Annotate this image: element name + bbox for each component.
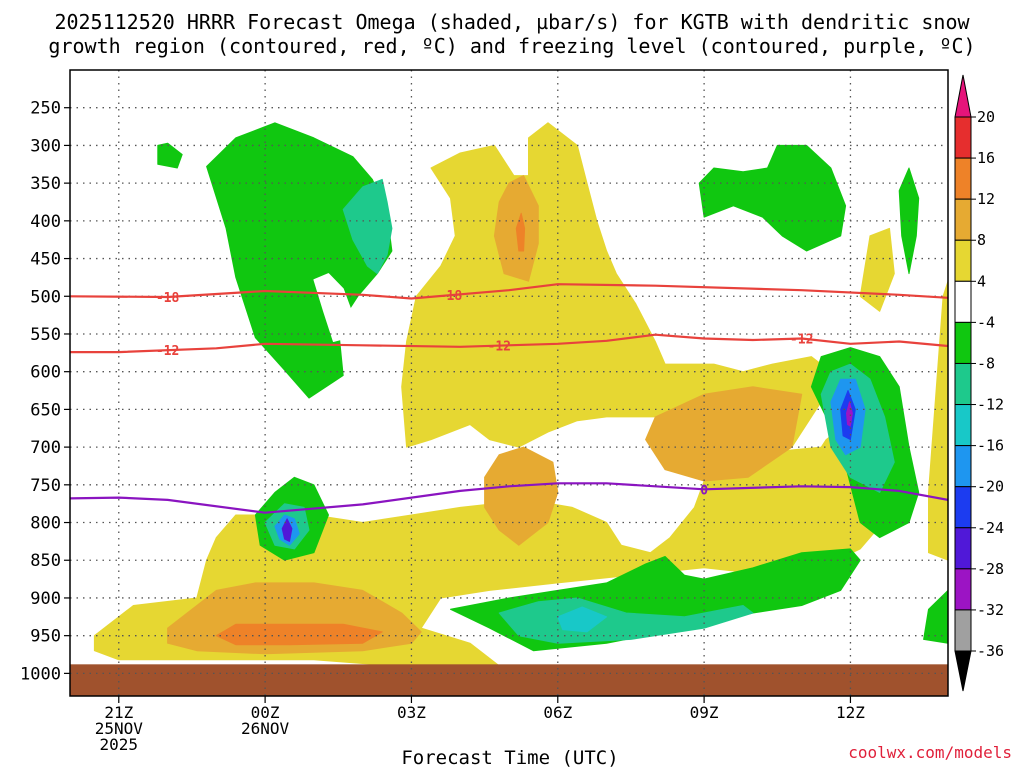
omega-region-small-green — [158, 143, 182, 168]
y-tick-label-550: 550 — [30, 325, 61, 345]
colorbar-label-11: -28 — [977, 560, 1004, 578]
dgz-minus-18-label-1: -18 — [439, 289, 463, 304]
colorbar: 20 16 12 8 4 -4 -8 -12 -16 -20 -24 -28 -32 -36 — [955, 75, 1004, 691]
omega-region-yellow-edge-right — [929, 281, 949, 560]
colorbar-band-12 — [955, 610, 971, 651]
x-tick-label-6-0: 03Z — [397, 703, 426, 722]
x-axis-label: Forecast Time (UTC) — [401, 747, 618, 768]
omega-region-red-base — [216, 624, 382, 644]
y-tick-label-950: 950 — [30, 627, 61, 647]
colorbar-label-1: 16 — [977, 149, 995, 167]
y-tick-label-700: 700 — [30, 438, 61, 458]
colorbar-band-5 — [955, 322, 971, 363]
colorbar-label-6: -8 — [977, 354, 995, 372]
colorbar-label-8: -16 — [977, 437, 1004, 455]
y-tick-label-450: 450 — [30, 250, 61, 270]
freezing-level-0-label-0: 0 — [700, 483, 708, 498]
x-tick-label-15-0: 12Z — [836, 703, 865, 722]
ground-fill — [70, 664, 948, 696]
y-axis-ticks: 250 300 350 400 450 500 550 600 650 700 750 800 850 9… — [20, 99, 70, 685]
colorbar-band-1 — [955, 158, 971, 199]
colorbar-band-0 — [955, 117, 971, 158]
colorbar-band-7 — [955, 405, 971, 446]
colorbar-bottom-arrow — [955, 651, 971, 691]
dgz-minus-12-label-1: -12 — [488, 340, 511, 355]
y-tick-label-500: 500 — [30, 287, 61, 307]
colorbar-band-6 — [955, 363, 971, 404]
y-tick-label-250: 250 — [30, 99, 61, 119]
ground-layer — [70, 664, 948, 696]
y-tick-label-900: 900 — [30, 589, 61, 609]
x-tick-label-9-0: 06Z — [543, 703, 572, 722]
credit-text: coolwx.com/models — [848, 743, 1012, 762]
dgz-minus-12-label-0: -12 — [156, 344, 179, 359]
colorbar-label-4: 4 — [977, 272, 986, 290]
omega-shaded-regions — [94, 123, 948, 674]
dgz-minus-18-label-0: -18 — [156, 291, 180, 306]
omega-region-yellow-sliver-right — [860, 228, 894, 311]
omega-time-height-chart: 2025112520 HRRR Forecast Omega (shaded, … — [0, 0, 1024, 768]
y-tick-label-350: 350 — [30, 174, 61, 194]
colorbar-label-12: -32 — [977, 601, 1004, 619]
colorbar-band-8 — [955, 446, 971, 487]
colorbar-band-9 — [955, 487, 971, 528]
colorbar-band-11 — [955, 569, 971, 610]
y-tick-label-850: 850 — [30, 551, 61, 571]
y-tick-label-600: 600 — [30, 363, 61, 383]
y-tick-label-400: 400 — [30, 212, 61, 232]
colorbar-band-10 — [955, 528, 971, 569]
x-tick-label-12-0: 09Z — [690, 703, 719, 722]
y-tick-label-1000: 1000 — [20, 664, 61, 684]
y-tick-label-650: 650 — [30, 400, 61, 420]
colorbar-label-2: 12 — [977, 190, 995, 208]
y-tick-label-750: 750 — [30, 476, 61, 496]
colorbar-band-2 — [955, 199, 971, 240]
colorbar-label-7: -12 — [977, 396, 1004, 414]
chart-title-line-1: 2025112520 HRRR Forecast Omega (shaded, … — [54, 10, 970, 34]
dgz-minus-12-label-2: -12 — [790, 333, 813, 348]
x-tick-label-3-1: 26NOV — [241, 719, 290, 738]
y-tick-label-300: 300 — [30, 136, 61, 156]
colorbar-band-3 — [955, 240, 971, 281]
chart-title-line-2: growth region (contoured, red, ºC) and f… — [48, 34, 975, 58]
colorbar-label-5: -4 — [977, 313, 995, 331]
x-tick-label-0-2: 2025 — [100, 735, 139, 754]
colorbar-label-3: 8 — [977, 231, 986, 249]
colorbar-band-4 — [955, 281, 971, 322]
y-tick-label-800: 800 — [30, 514, 61, 534]
colorbar-top-arrow — [955, 75, 971, 117]
colorbar-label-9: -20 — [977, 478, 1004, 496]
colorbar-label-10: -24 — [977, 519, 1004, 537]
colorbar-label-0: 20 — [977, 108, 995, 126]
omega-region-green-ne — [699, 145, 845, 251]
colorbar-label-13: -36 — [977, 642, 1004, 660]
